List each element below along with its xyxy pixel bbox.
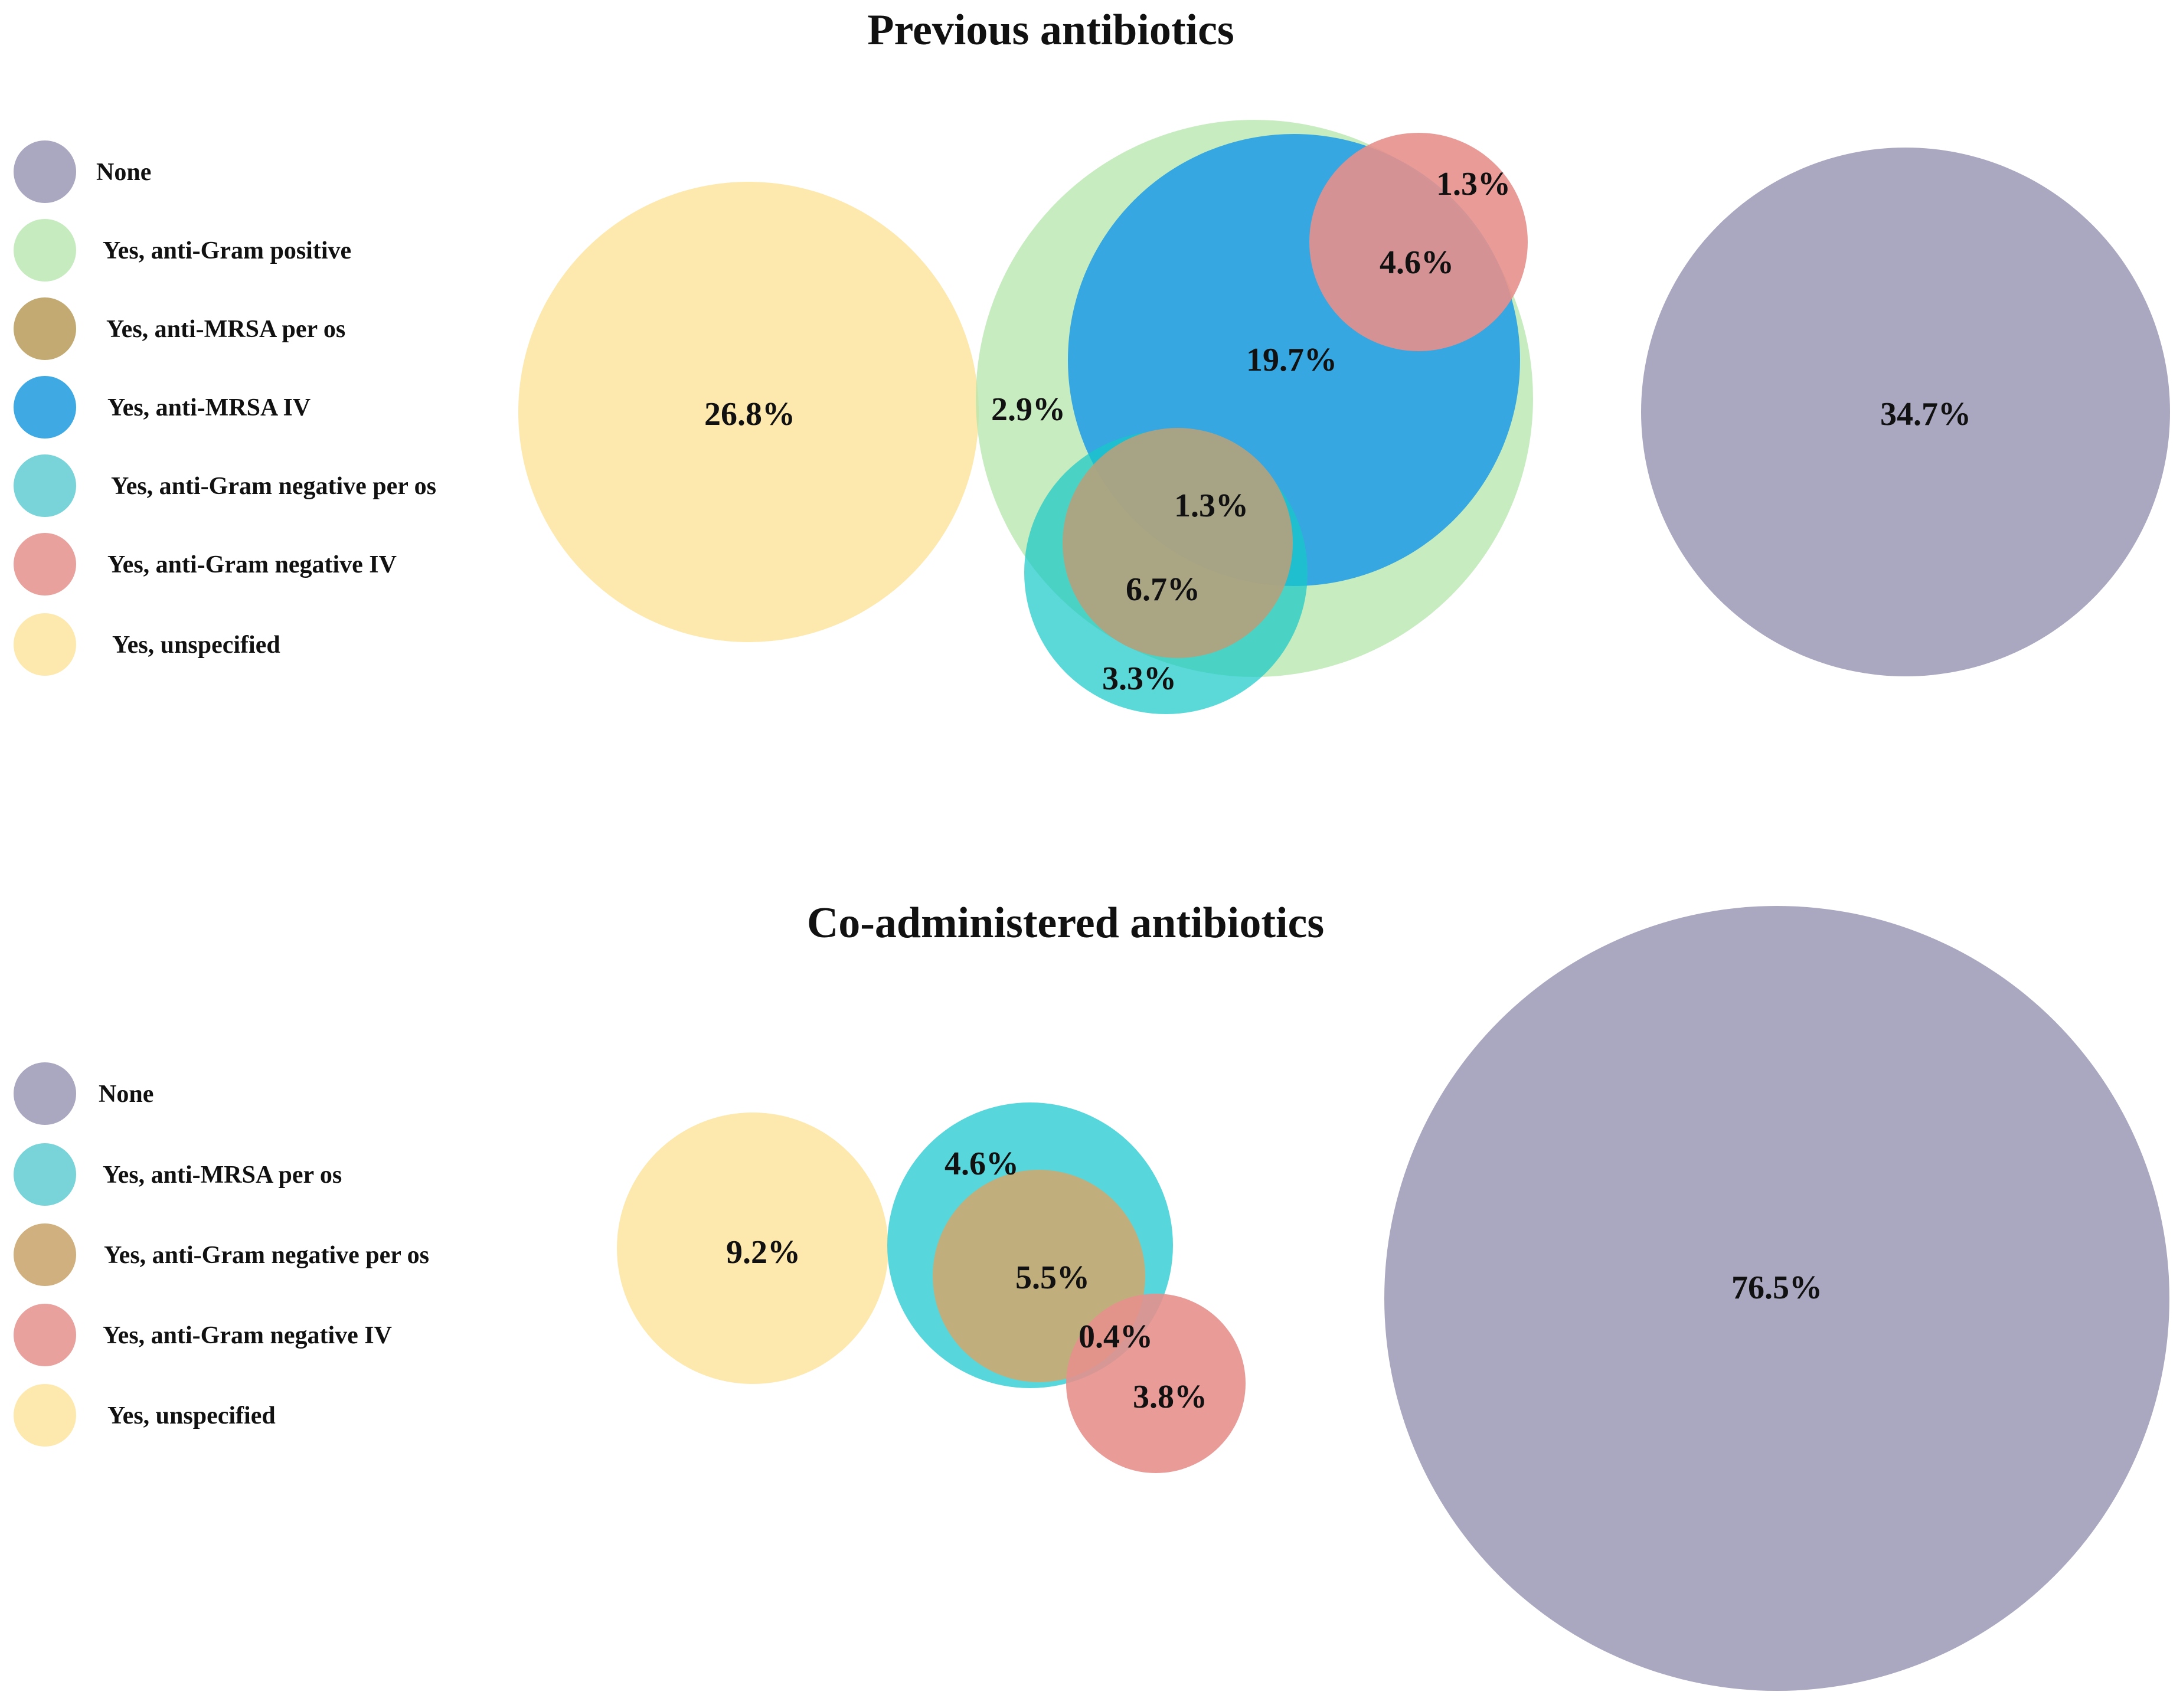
legend-label: None: [96, 159, 151, 186]
chart-title-co-administered: Co-administered antibiotics: [807, 899, 1324, 947]
legend-label: Yes, anti-Gram negative per os: [104, 1242, 429, 1269]
value-labels-co-administered: 9.2% 4.6% 5.5% 0.4% 3.8% 76.5%: [726, 1146, 1822, 1415]
circle-anti-mrsa-per-os: [1063, 428, 1293, 658]
value-label: 6.7%: [1126, 571, 1200, 608]
value-label: 9.2%: [726, 1234, 800, 1271]
legend-swatch: [14, 1143, 76, 1206]
legend-swatch: [14, 376, 76, 439]
legend-label: Yes, anti-MRSA IV: [107, 394, 311, 421]
legend-item: None: [14, 1062, 153, 1125]
circle-none: [1384, 906, 2169, 1691]
legend-label: Yes, unspecified: [112, 631, 280, 659]
legend-co-administered: None Yes, anti-MRSA per os Yes, anti-Gra…: [14, 1062, 429, 1447]
legend-swatch: [14, 1223, 76, 1286]
legend-item: Yes, unspecified: [14, 613, 280, 676]
legend-previous: None Yes, anti-Gram positive Yes, anti-M…: [14, 140, 436, 676]
value-label: 4.6%: [1380, 244, 1454, 281]
value-label: 26.8%: [704, 396, 795, 433]
legend-item: Yes, anti-MRSA per os: [14, 297, 345, 360]
panel-co-administered-antibiotics: Co-administered antibiotics None Yes, an…: [14, 899, 2169, 1691]
legend-swatch: [14, 219, 76, 282]
circle-unspecified: [617, 1113, 888, 1384]
legend-item: Yes, anti-Gram negative IV: [14, 1304, 392, 1366]
legend-swatch: [14, 613, 76, 676]
legend-swatch: [14, 533, 76, 595]
legend-swatch: [14, 140, 76, 203]
legend-item: Yes, anti-Gram negative IV: [14, 533, 397, 595]
legend-label: Yes, anti-Gram positive: [103, 237, 351, 264]
value-labels-previous: 26.8% 2.9% 19.7% 1.3% 4.6% 1.3% 6.7% 3.3…: [704, 166, 1971, 697]
value-label: 5.5%: [1015, 1259, 1090, 1296]
legend-swatch: [14, 454, 76, 517]
value-label: 19.7%: [1246, 342, 1337, 378]
legend-item: Yes, anti-MRSA per os: [14, 1143, 342, 1206]
value-label: 3.3%: [1102, 660, 1177, 697]
legend-label: Yes, anti-Gram negative IV: [107, 551, 397, 578]
panel-previous-antibiotics: Previous antibiotics None Yes, anti-Gram…: [14, 6, 2170, 714]
legend-swatch: [14, 297, 76, 360]
circle-unspecified: [518, 182, 979, 642]
legend-label: Yes, unspecified: [107, 1402, 276, 1429]
legend-item: Yes, anti-Gram negative per os: [14, 1223, 429, 1286]
value-label: 4.6%: [945, 1146, 1019, 1182]
venn-co-administered: [617, 906, 2169, 1691]
legend-label: Yes, anti-Gram negative per os: [111, 473, 436, 500]
circle-anti-gram-negative-iv: [1066, 1294, 1246, 1473]
circle-none: [1641, 148, 2170, 676]
value-label: 1.3%: [1174, 487, 1249, 524]
legend-label: Yes, anti-MRSA per os: [103, 1161, 342, 1189]
legend-item: Yes, unspecified: [14, 1384, 276, 1447]
legend-item: Yes, anti-Gram negative per os: [14, 454, 436, 517]
legend-swatch: [14, 1304, 76, 1366]
value-label: 34.7%: [1880, 396, 1971, 433]
circle-anti-gram-negative-iv: [1309, 133, 1528, 351]
legend-item: None: [14, 140, 151, 203]
legend-item: Yes, anti-MRSA IV: [14, 376, 311, 439]
legend-label: Yes, anti-Gram negative IV: [103, 1322, 392, 1349]
legend-label: Yes, anti-MRSA per os: [106, 316, 345, 343]
chart-title-previous: Previous antibiotics: [867, 6, 1234, 54]
venn-previous: [518, 120, 2170, 714]
legend-swatch: [14, 1062, 76, 1125]
value-label: 76.5%: [1731, 1269, 1822, 1306]
value-label: 0.4%: [1079, 1318, 1153, 1355]
legend-swatch: [14, 1384, 76, 1447]
legend-label: None: [99, 1081, 153, 1108]
legend-item: Yes, anti-Gram positive: [14, 219, 351, 282]
value-label: 2.9%: [991, 391, 1066, 428]
value-label: 1.3%: [1436, 166, 1511, 202]
value-label: 3.8%: [1133, 1379, 1207, 1415]
